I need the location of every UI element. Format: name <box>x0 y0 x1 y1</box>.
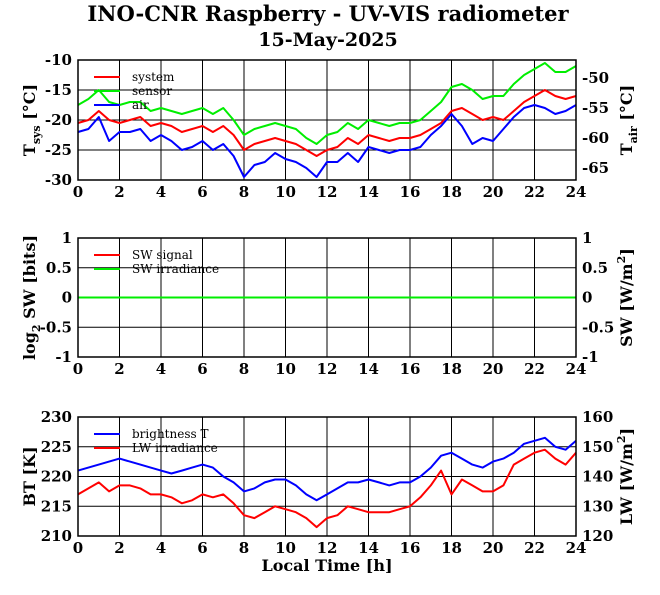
y-tick-label-left: -1 <box>55 348 72 366</box>
y-tick-label-left: 0 <box>62 289 72 307</box>
x-tick-label: 24 <box>566 360 587 378</box>
y-axis-label-right: Tair [°C] <box>617 85 640 155</box>
y-tick-label-right: 160 <box>582 408 613 426</box>
legend-label: LW irradiance <box>132 441 218 455</box>
y-axis-label-right: SW [W/m2] <box>615 248 636 347</box>
plot-frame <box>77 237 577 358</box>
series-line-lw-irradiance <box>77 448 577 529</box>
y-tick-label-left: 210 <box>41 527 72 545</box>
y-tick-label-right: -0.5 <box>582 318 614 336</box>
x-tick-label: 12 <box>317 539 338 557</box>
x-tick-label: 10 <box>275 360 296 378</box>
x-tick-label: 16 <box>400 360 421 378</box>
x-tick-label: 4 <box>156 539 166 557</box>
x-tick-label: 20 <box>483 360 504 378</box>
series-line-brightness-t <box>77 436 577 502</box>
y-tick-label-left: 0.5 <box>46 259 72 277</box>
x-tick-label: 14 <box>358 360 379 378</box>
chart-panel-2: 0 2 4 6 8 10 12 14 16 18 20 22 2410.50-0.5-110.50-0.… <box>20 229 636 378</box>
y-tick-label-right: -65 <box>582 159 609 177</box>
y-axis-label-left: BT [K] <box>20 446 39 506</box>
y-tick-label-right: -55 <box>582 99 609 117</box>
y-tick-label-right: -1 <box>582 348 599 366</box>
x-tick-label: 4 <box>156 183 166 201</box>
x-tick-label: 8 <box>239 360 249 378</box>
legend-label: sensor <box>132 84 172 98</box>
y-axis-label-right: LW [W/m2] <box>615 428 636 525</box>
y-tick-label-right: -60 <box>582 129 609 147</box>
x-tick-label: 2 <box>114 183 124 201</box>
x-tick-label: 14 <box>358 183 379 201</box>
x-tick-label: 2 <box>114 539 124 557</box>
legend-label: air <box>132 98 149 112</box>
series-line-system <box>77 89 577 157</box>
x-tick-label: 20 <box>483 539 504 557</box>
chart-title: INO-CNR Raspberry - UV-VIS radiometer <box>87 1 569 26</box>
y-tick-label-right: 0 <box>582 289 592 307</box>
y-tick-label-right: 130 <box>582 497 613 515</box>
x-tick-label: 22 <box>524 539 545 557</box>
y-tick-label-left: 225 <box>41 438 72 456</box>
y-tick-label-left: 220 <box>41 468 72 486</box>
chart-subtitle: 15-May-2025 <box>258 29 397 51</box>
x-tick-label: 6 <box>197 183 207 201</box>
x-tick-label: 0 <box>73 360 83 378</box>
plot-frame <box>77 416 577 537</box>
x-tick-label: 2 <box>114 360 124 378</box>
y-tick-label-right: 120 <box>582 527 613 545</box>
x-tick-label: 22 <box>524 360 545 378</box>
y-tick-label-left: -30 <box>45 171 72 189</box>
x-tick-label: 0 <box>73 183 83 201</box>
legend-label: system <box>132 70 175 84</box>
legend-label: brightness T <box>132 427 208 441</box>
y-tick-label-left: -20 <box>45 111 72 129</box>
y-tick-label-left: -10 <box>45 51 72 69</box>
x-tick-label: 16 <box>400 539 421 557</box>
legend-label: SW signal <box>132 248 193 262</box>
y-axis-label-left: log2 SW [bits] <box>20 235 43 360</box>
chart-panel-3: 0 2 4 6 8 10 12 14 16 18 20 22 242302252202152101601… <box>20 408 636 575</box>
x-tick-label: 20 <box>483 183 504 201</box>
y-tick-label-right: 150 <box>582 438 613 456</box>
x-tick-label: 22 <box>524 183 545 201</box>
x-tick-label: 18 <box>441 539 462 557</box>
x-axis-label: Local Time [h] <box>261 556 392 575</box>
x-tick-label: 18 <box>441 360 462 378</box>
y-tick-label-left: 215 <box>41 497 72 515</box>
y-tick-label-left: -0.5 <box>40 318 72 336</box>
y-tick-label-right: 0.5 <box>582 259 608 277</box>
x-tick-label: 12 <box>317 183 338 201</box>
plot-frame <box>77 59 577 181</box>
x-tick-label: 0 <box>73 539 83 557</box>
y-tick-label-left: 1 <box>62 229 72 247</box>
y-tick-label-right: -50 <box>582 69 609 87</box>
y-axis-label-left: Tsys [°C] <box>20 84 43 156</box>
x-tick-label: 8 <box>239 183 249 201</box>
y-tick-label-left: 230 <box>41 408 72 426</box>
series-line-sensor <box>77 62 577 145</box>
x-tick-label: 10 <box>275 183 296 201</box>
x-tick-label: 6 <box>197 539 207 557</box>
x-tick-label: 24 <box>566 183 587 201</box>
x-tick-label: 6 <box>197 360 207 378</box>
legend-label: SW irradiance <box>132 262 219 276</box>
series-line-air <box>77 104 577 178</box>
x-tick-label: 12 <box>317 360 338 378</box>
x-tick-label: 18 <box>441 183 462 201</box>
y-tick-label-right: 140 <box>582 468 613 486</box>
x-tick-label: 24 <box>566 539 587 557</box>
x-tick-label: 8 <box>239 539 249 557</box>
x-tick-label: 4 <box>156 360 166 378</box>
x-tick-label: 14 <box>358 539 379 557</box>
x-tick-label: 16 <box>400 183 421 201</box>
x-tick-label: 10 <box>275 539 296 557</box>
chart-panel-1: 0 2 4 6 8 10 12 14 16 18 20 22 24-10-15-20-25-30-50-… <box>20 51 640 201</box>
y-tick-label-left: -25 <box>45 141 72 159</box>
y-tick-label-left: -15 <box>45 81 72 99</box>
y-tick-label-right: 1 <box>582 229 592 247</box>
